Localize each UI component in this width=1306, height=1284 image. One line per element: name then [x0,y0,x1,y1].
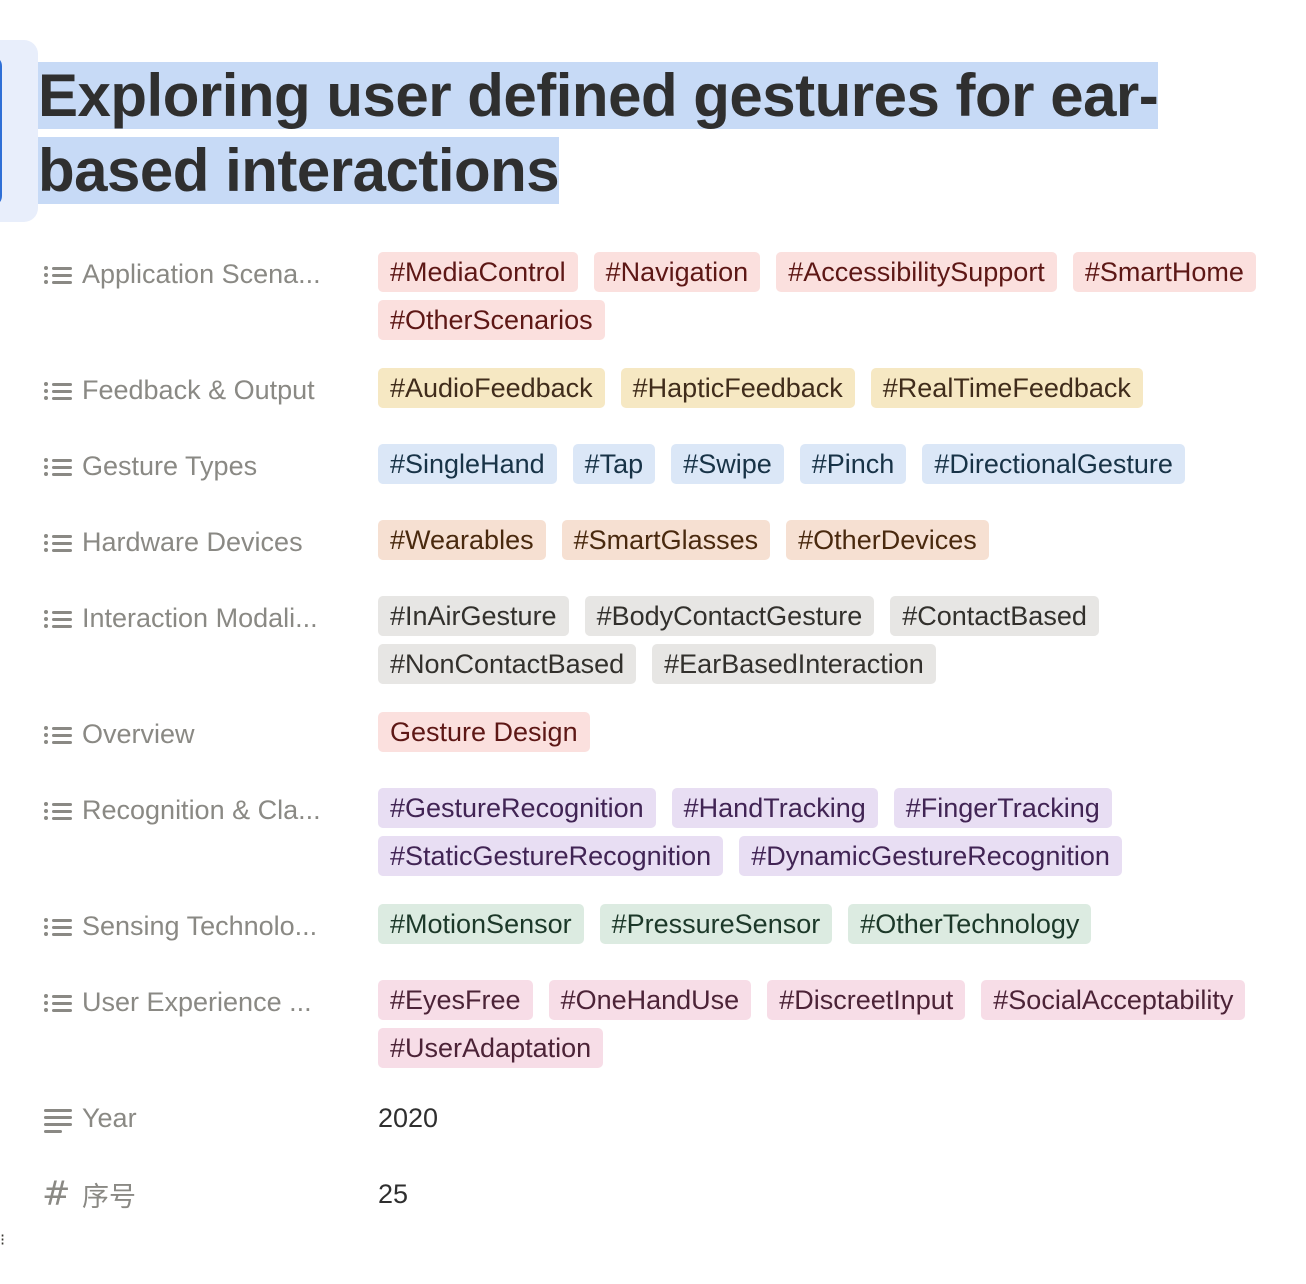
property-label-text: Year [82,1102,137,1133]
tag[interactable]: #RealTimeFeedback [870,368,1143,408]
property-label-text: Sensing Technolo... [82,910,318,941]
list-icon [42,376,74,404]
list-icon [42,988,74,1016]
property-label[interactable]: Recognition & Cla... [0,788,378,832]
list-icon [42,720,74,748]
property-label[interactable]: Feedback & Output [0,368,378,412]
property-list: Application Scena... #MediaControl #Naviga… [0,252,1306,1248]
property-label[interactable]: Gesture Types [0,444,378,488]
tag[interactable]: #FingerTracking [893,788,1112,828]
property-label-text: Recognition & Cla... [82,794,321,825]
property-label-text: 序号 [82,1181,136,1212]
tag[interactable]: #HandTracking [671,788,878,828]
property-row-recognition-cla: Recognition & Cla... #GestureRecognition #… [0,788,1306,876]
property-label[interactable]: User Experience ... [0,980,378,1024]
property-label[interactable]: Hardware Devices [0,520,378,564]
property-label[interactable]: Interaction Modali... [0,596,378,640]
tag-list[interactable]: Gesture Design [378,712,1278,752]
tag[interactable]: #EyesFree [378,980,533,1020]
tag[interactable]: #DynamicGestureRecognition [739,836,1122,876]
text-icon [42,1104,74,1133]
edge-handle-icon: ⁝ [0,1232,6,1249]
tag[interactable]: #SmartGlasses [561,520,771,560]
property-label[interactable]: Overview [0,712,378,756]
tag[interactable]: #SmartHome [1072,252,1256,292]
tag[interactable]: #NonContactBased [378,644,637,684]
tag-list[interactable]: #SingleHand #Tap #Swipe #Pinch #DirectionalG… [378,444,1278,484]
tag[interactable]: #EarBasedInteraction [652,644,936,684]
property-row-序号: # 序号 25 [0,1172,1306,1220]
tag[interactable]: #SocialAcceptability [981,980,1246,1020]
list-icon [42,528,74,556]
tag[interactable]: #OneHandUse [548,980,752,1020]
property-label[interactable]: Application Scena... [0,252,378,296]
tag[interactable]: #HapticFeedback [620,368,855,408]
list-icon [42,912,74,940]
property-label[interactable]: Year [0,1096,378,1140]
tag[interactable]: #GestureRecognition [378,788,656,828]
property-value[interactable]: 2020 [378,1103,439,1133]
list-icon [42,260,74,288]
property-row-feedback-output: Feedback & Output #AudioFeedback #HapticFe… [0,368,1306,416]
property-row-overview: Overview Gesture Design [0,712,1306,760]
tag[interactable]: #UserAdaptation [378,1028,604,1068]
property-row-hardware-devices: Hardware Devices #Wearables #SmartGlasses #… [0,520,1306,568]
tag[interactable]: #OtherScenarios [378,300,605,340]
tag[interactable]: #Swipe [671,444,784,484]
property-label[interactable]: Sensing Technolo... [0,904,378,948]
property-row-year: Year 2020 [0,1096,1306,1144]
chevron-down-icon[interactable]: ⌄ [0,56,2,206]
tag[interactable]: #DirectionalGesture [922,444,1185,484]
property-row-gesture-types: Gesture Types #SingleHand #Tap #Swipe #Pinch… [0,444,1306,492]
block-handle[interactable]: ⌄ [0,40,38,222]
tag-list[interactable]: #MotionSensor #PressureSensor #OtherTechno… [378,904,1278,944]
list-icon [42,796,74,824]
property-label-text: Application Scena... [82,258,321,289]
hash-icon: # [42,1174,71,1214]
tag-list[interactable]: #AudioFeedback #HapticFeedback #RealTimeFe… [378,368,1278,408]
tag[interactable]: #Pinch [799,444,907,484]
page-title-text: Exploring user defined gestures for ear-… [38,62,1159,204]
property-label-text: Feedback & Output [82,374,315,405]
property-label[interactable]: # 序号 [0,1172,378,1216]
tag-list[interactable]: #InAirGesture #BodyContactGesture #Contact… [378,596,1278,684]
property-row-user-experience: User Experience ... #EyesFree #OneHandUse #… [0,980,1306,1068]
tag[interactable]: #AccessibilitySupport [776,252,1057,292]
tag-list[interactable]: #EyesFree #OneHandUse #DiscreetInput #Socia… [378,980,1278,1068]
property-label-text: User Experience ... [82,986,312,1017]
property-row-sensing-technolo: Sensing Technolo... #MotionSensor #Pressur… [0,904,1306,952]
tag[interactable]: #StaticGestureRecognition [378,836,724,876]
property-label-text: Hardware Devices [82,526,303,557]
tag[interactable]: #OtherTechnology [848,904,1092,944]
property-label-text: Interaction Modali... [82,602,318,633]
tag[interactable]: #AudioFeedback [378,368,605,408]
list-icon [42,452,74,480]
tag[interactable]: #InAirGesture [378,596,569,636]
property-row-interaction-modali: Interaction Modali... #InAirGesture #BodyC… [0,596,1306,684]
property-value[interactable]: 25 [378,1179,409,1209]
tag[interactable]: #SingleHand [378,444,557,484]
tag[interactable]: Gesture Design [378,712,590,752]
tag[interactable]: #OtherDevices [786,520,989,560]
tag[interactable]: #PressureSensor [599,904,833,944]
property-label-text: Gesture Types [82,450,258,481]
tag[interactable]: #DiscreetInput [767,980,966,1020]
tag[interactable]: #ContactBased [890,596,1099,636]
tag[interactable]: #Tap [572,444,656,484]
property-label-text: Overview [82,718,195,749]
tag-list[interactable]: #GestureRecognition #HandTracking #FingerT… [378,788,1278,876]
tag[interactable]: #MotionSensor [378,904,584,944]
tag[interactable]: #Navigation [593,252,761,292]
tag[interactable]: #MediaControl [378,252,578,292]
page-title[interactable]: Exploring user defined gestures for ear-… [38,58,1274,208]
property-row-application-scena: Application Scena... #MediaControl #Naviga… [0,252,1306,340]
page-title-container[interactable]: Exploring user defined gestures for ear-… [38,58,1274,208]
tag[interactable]: #BodyContactGesture [584,596,875,636]
tag-list[interactable]: #Wearables #SmartGlasses #OtherDevices [378,520,1278,560]
tag-list[interactable]: #MediaControl #Navigation #AccessibilitySu… [378,252,1278,340]
list-icon [42,604,74,632]
tag[interactable]: #Wearables [378,520,546,560]
